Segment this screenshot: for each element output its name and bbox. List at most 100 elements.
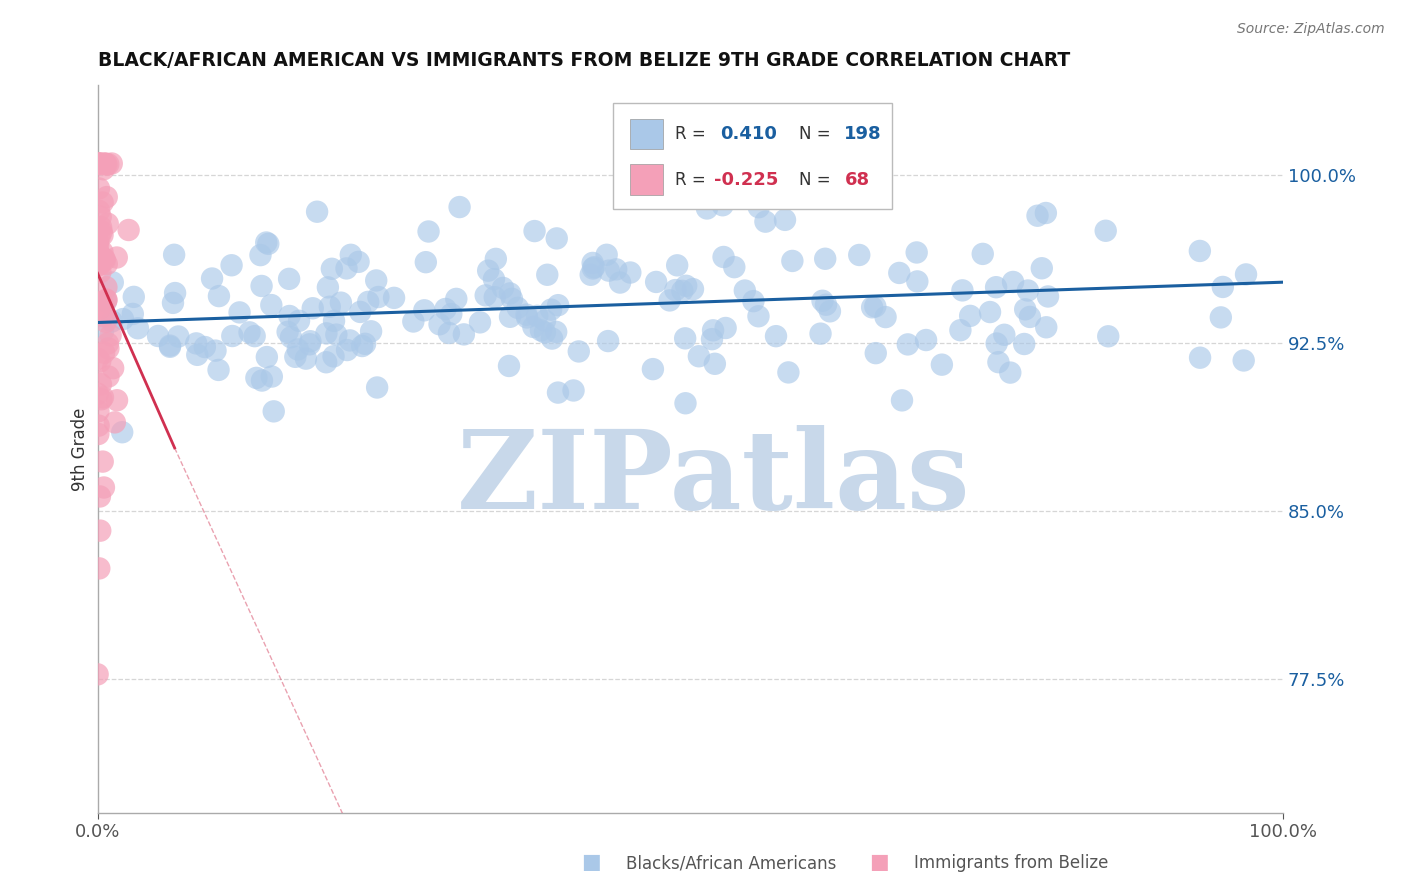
Point bbox=[1017, 284, 1039, 298]
Point bbox=[97, 342, 120, 356]
Point bbox=[87, 295, 110, 310]
Point bbox=[278, 309, 301, 323]
Point bbox=[546, 325, 568, 339]
Point bbox=[700, 332, 723, 346]
Point bbox=[1012, 337, 1035, 351]
Point bbox=[329, 295, 352, 310]
Point bbox=[94, 156, 117, 170]
Point bbox=[87, 418, 110, 433]
Point bbox=[335, 261, 357, 276]
Point bbox=[583, 260, 606, 275]
Point bbox=[100, 328, 122, 343]
Point bbox=[598, 263, 620, 277]
Point bbox=[167, 329, 190, 343]
Point bbox=[952, 284, 974, 298]
Point bbox=[536, 268, 558, 282]
Point bbox=[501, 292, 523, 306]
Point bbox=[87, 235, 110, 250]
Point bbox=[1026, 209, 1049, 223]
Point bbox=[87, 181, 110, 195]
Point bbox=[159, 340, 181, 354]
Point bbox=[696, 202, 718, 216]
Point bbox=[159, 338, 181, 352]
Point bbox=[711, 198, 734, 212]
Point bbox=[1018, 310, 1040, 324]
Point bbox=[748, 200, 770, 214]
Point bbox=[194, 340, 217, 354]
FancyBboxPatch shape bbox=[630, 119, 664, 149]
Point bbox=[86, 667, 108, 681]
Point bbox=[959, 309, 981, 323]
Point bbox=[468, 315, 491, 329]
Point bbox=[382, 291, 405, 305]
Point bbox=[605, 262, 627, 277]
Point bbox=[277, 325, 299, 339]
Point bbox=[111, 425, 134, 440]
Point bbox=[949, 323, 972, 337]
Point bbox=[429, 318, 451, 332]
Point bbox=[280, 330, 302, 344]
Point bbox=[250, 374, 273, 388]
Point bbox=[101, 361, 124, 376]
Point bbox=[485, 252, 508, 266]
Text: R =: R = bbox=[675, 170, 711, 189]
Point bbox=[1094, 224, 1116, 238]
Point bbox=[207, 363, 229, 377]
Point bbox=[228, 305, 250, 319]
Point bbox=[1014, 302, 1036, 317]
Point bbox=[90, 210, 112, 224]
Point bbox=[354, 336, 377, 351]
Point bbox=[319, 300, 342, 314]
Point bbox=[748, 165, 770, 179]
Point bbox=[742, 294, 765, 309]
Point bbox=[546, 231, 568, 245]
Point bbox=[87, 258, 110, 272]
FancyBboxPatch shape bbox=[613, 103, 891, 209]
Point bbox=[367, 290, 389, 304]
Point bbox=[89, 301, 111, 315]
Point bbox=[186, 336, 208, 351]
Point bbox=[865, 299, 887, 313]
Point bbox=[101, 314, 124, 328]
Point bbox=[1233, 353, 1256, 368]
Point bbox=[325, 327, 347, 342]
Point bbox=[105, 393, 128, 408]
Point bbox=[770, 187, 793, 202]
Point bbox=[96, 257, 118, 271]
Text: 68: 68 bbox=[845, 170, 869, 189]
Point bbox=[96, 293, 118, 307]
Point bbox=[243, 329, 266, 343]
Point bbox=[449, 200, 471, 214]
Point bbox=[482, 272, 505, 286]
Point bbox=[111, 312, 134, 326]
Text: Blacks/African Americans: Blacks/African Americans bbox=[626, 855, 837, 872]
Point bbox=[349, 305, 371, 319]
Point bbox=[121, 307, 143, 321]
Point bbox=[146, 329, 169, 343]
Point bbox=[250, 279, 273, 293]
Point bbox=[477, 263, 499, 277]
Point bbox=[91, 454, 114, 468]
Point bbox=[811, 293, 834, 308]
Point bbox=[96, 158, 118, 172]
Point bbox=[357, 294, 380, 309]
Point bbox=[91, 304, 114, 318]
Point bbox=[993, 327, 1015, 342]
Point bbox=[94, 252, 117, 267]
Point bbox=[986, 336, 1008, 351]
Point bbox=[87, 156, 110, 170]
Point bbox=[87, 245, 110, 260]
Point bbox=[778, 366, 800, 380]
Text: N =: N = bbox=[800, 170, 837, 189]
Point bbox=[100, 156, 122, 170]
Point bbox=[97, 217, 120, 231]
Point bbox=[260, 369, 283, 384]
Point bbox=[666, 258, 689, 272]
Point bbox=[905, 245, 928, 260]
Point bbox=[93, 481, 115, 495]
Point bbox=[1212, 280, 1234, 294]
Point bbox=[97, 157, 120, 171]
Text: Source: ZipAtlas.com: Source: ZipAtlas.com bbox=[1237, 22, 1385, 37]
Point bbox=[91, 245, 114, 260]
Point bbox=[747, 310, 769, 324]
